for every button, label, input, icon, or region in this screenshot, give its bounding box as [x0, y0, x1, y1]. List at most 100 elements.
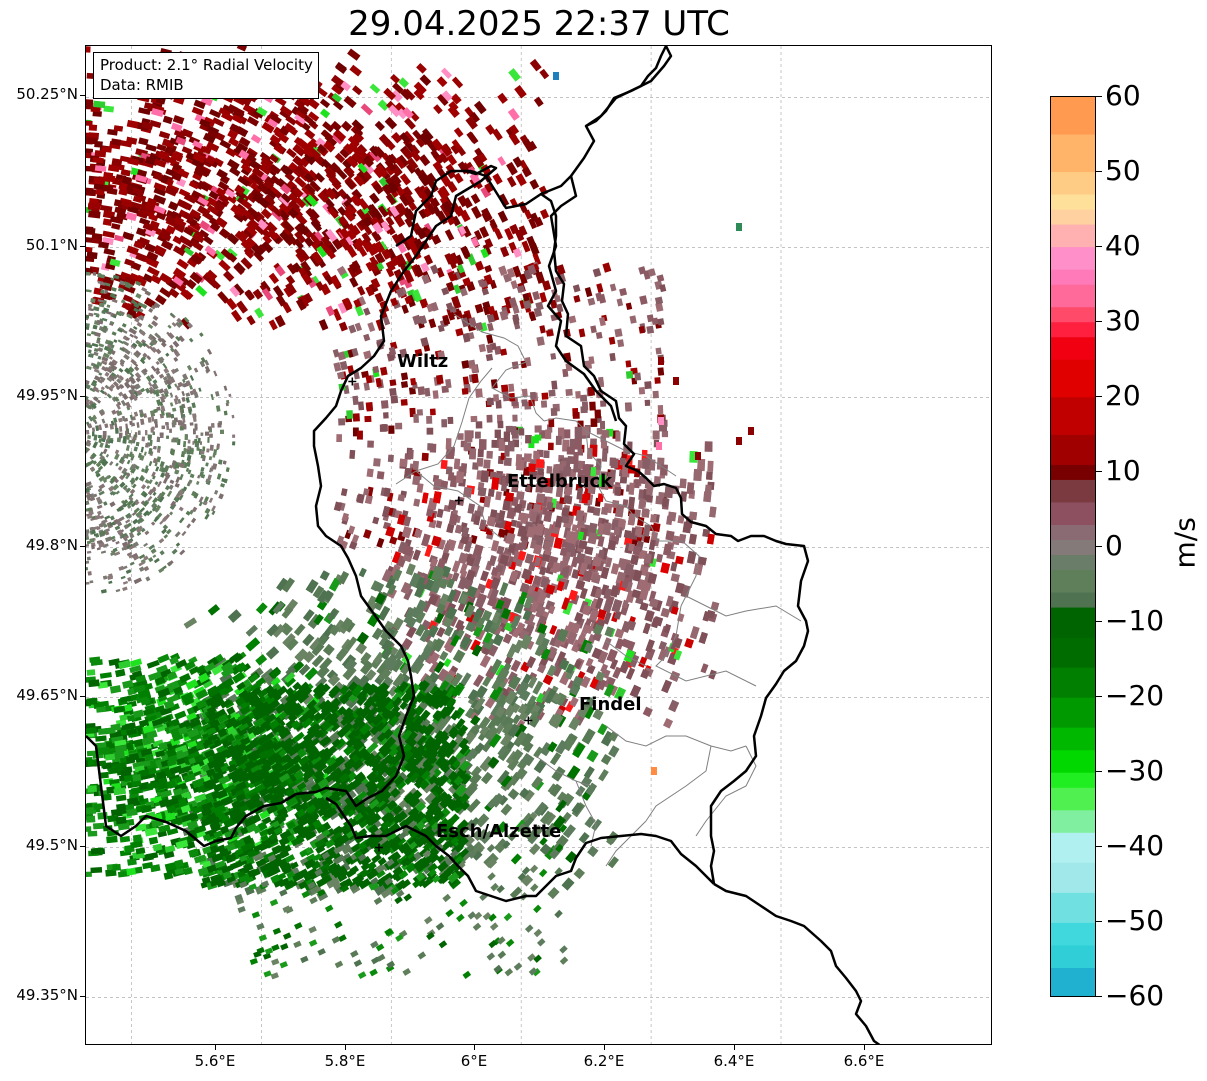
velocity-pixel	[598, 293, 607, 304]
velocity-pixel	[536, 336, 545, 346]
velocity-pixel	[150, 521, 156, 526]
velocity-pixel	[114, 234, 125, 242]
velocity-pixel	[445, 281, 455, 292]
velocity-pixel	[125, 444, 130, 451]
velocity-pixel	[124, 258, 135, 267]
velocity-pixel	[210, 393, 214, 401]
velocity-pixel	[494, 429, 501, 439]
velocity-pixel	[151, 365, 157, 372]
velocity-pixel	[363, 529, 372, 539]
velocity-pixel	[619, 457, 626, 466]
velocity-pixel	[254, 307, 265, 319]
velocity-pixel	[607, 540, 617, 551]
velocity-pixel	[86, 152, 92, 159]
velocity-pixel	[485, 353, 494, 362]
velocity-pixel	[99, 515, 105, 519]
velocity-pixel	[390, 173, 402, 186]
velocity-pixel	[375, 377, 382, 388]
velocity-pixel	[412, 549, 421, 561]
velocity-pixel	[136, 422, 140, 428]
velocity-pixel	[222, 104, 235, 115]
velocity-pixel	[198, 387, 202, 392]
velocity-pixel	[372, 516, 380, 525]
velocity-pixel	[175, 476, 181, 484]
velocity-pixel	[503, 457, 512, 467]
velocity-pixel	[161, 425, 166, 430]
velocity-pixel	[253, 107, 265, 119]
velocity-pixel	[101, 418, 106, 424]
velocity-pixel	[477, 448, 484, 458]
velocity-pixel	[86, 226, 94, 234]
velocity-pixel	[98, 372, 103, 376]
velocity-pixel	[195, 480, 200, 486]
radar-map[interactable]	[85, 45, 992, 1045]
velocity-pixel	[152, 194, 167, 205]
velocity-pixel	[146, 495, 153, 502]
velocity-pixel	[534, 425, 542, 433]
velocity-pixel	[89, 580, 94, 584]
velocity-pixel	[153, 557, 160, 564]
velocity-pixel	[668, 699, 680, 713]
velocity-pixel	[317, 191, 329, 203]
velocity-pixel	[86, 314, 90, 319]
velocity-pixel	[102, 218, 113, 227]
velocity-pixel	[217, 422, 222, 428]
velocity-pixel	[171, 438, 175, 443]
velocity-pixel	[401, 304, 409, 314]
velocity-pixel	[498, 265, 508, 276]
velocity-pixel	[150, 427, 154, 433]
velocity-pixel	[543, 450, 550, 459]
velocity-pixel	[165, 352, 170, 357]
velocity-pixel	[625, 302, 633, 311]
velocity-pixel	[181, 531, 187, 537]
velocity-pixel	[679, 478, 687, 489]
velocity-pixel	[157, 480, 162, 488]
velocity-pixel	[166, 435, 169, 439]
velocity-pixel	[86, 560, 90, 564]
velocity-pixel	[397, 242, 407, 254]
velocity-pixel	[91, 342, 99, 348]
velocity-pixel	[166, 425, 170, 430]
velocity-pixel	[185, 392, 191, 397]
velocity-pixel	[436, 93, 449, 106]
velocity-pixel	[556, 303, 564, 313]
velocity-pixel	[444, 229, 455, 241]
velocity-pixel	[594, 409, 602, 419]
velocity-pixel	[642, 622, 651, 635]
velocity-pixel	[226, 247, 238, 259]
velocity-pixel	[206, 141, 220, 153]
velocity-pixel	[209, 467, 213, 473]
velocity-pixel	[162, 362, 168, 369]
velocity-pixel	[240, 239, 253, 252]
velocity-pixel	[179, 517, 185, 524]
velocity-pixel	[663, 718, 674, 729]
velocity-pixel	[366, 402, 373, 412]
velocity-pixel	[226, 233, 237, 243]
velocity-pixel	[660, 607, 671, 618]
velocity-pixel	[619, 287, 628, 297]
velocity-pixel	[228, 137, 240, 147]
velocity-pixel	[189, 271, 203, 285]
velocity-pixel	[168, 484, 174, 490]
velocity-pixel	[223, 385, 228, 391]
velocity-pixel	[332, 348, 340, 358]
velocity-pixel	[390, 89, 403, 103]
velocity-pixel	[498, 510, 506, 522]
velocity-pixel	[86, 326, 90, 330]
velocity-pixel	[108, 580, 113, 584]
velocity-pixel	[642, 458, 651, 469]
velocity-pixel	[429, 197, 441, 209]
velocity-echoes	[86, 46, 754, 980]
velocity-pixel	[137, 430, 141, 435]
velocity-pixel	[144, 479, 150, 484]
velocity-pixel	[474, 303, 484, 314]
velocity-pixel	[86, 544, 90, 548]
velocity-pixel	[285, 115, 297, 126]
velocity-pixel	[554, 515, 563, 528]
velocity-pixel	[86, 379, 90, 385]
velocity-pixel	[550, 352, 557, 360]
velocity-pixel	[581, 493, 589, 504]
velocity-pixel	[118, 565, 125, 571]
velocity-pixel	[88, 304, 92, 309]
velocity-pixel	[223, 410, 228, 416]
